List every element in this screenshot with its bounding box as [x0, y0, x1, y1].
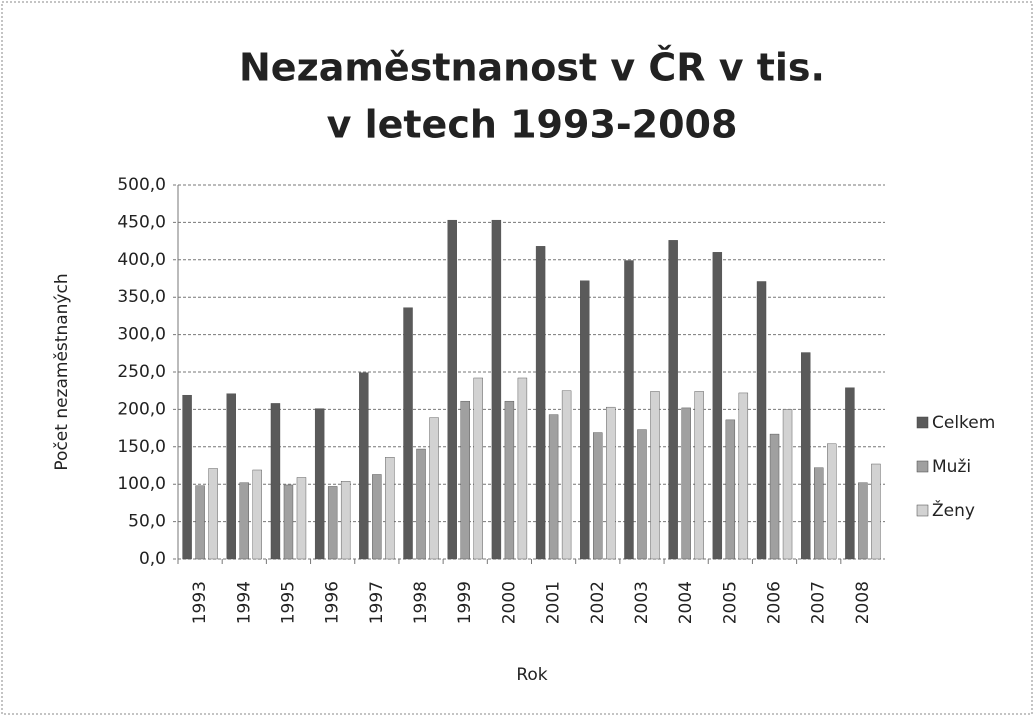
bar	[694, 391, 704, 560]
bar	[712, 252, 723, 560]
bar	[340, 481, 351, 560]
bar	[195, 485, 205, 560]
legend-swatch	[916, 504, 929, 517]
bar	[561, 390, 572, 560]
x-tick-label: 2006	[765, 581, 785, 624]
legend-swatch	[916, 416, 929, 429]
bar	[801, 352, 811, 560]
x-tick-label: 2007	[809, 581, 829, 624]
y-tick-label: 500,0	[117, 175, 166, 195]
bar	[782, 409, 793, 560]
x-tick-label: 2005	[720, 581, 740, 624]
y-axis-label: Počet nezaměstnaných	[52, 273, 72, 470]
bar	[725, 419, 736, 560]
x-tick-label: 2000	[499, 581, 519, 624]
y-tick-label: 200,0	[117, 399, 166, 419]
x-tick-label: 1998	[411, 581, 431, 624]
bar	[548, 414, 559, 560]
x-tick-label: 2002	[588, 581, 608, 624]
legend-label: Ženy	[932, 499, 975, 521]
x-tick-label: 1994	[234, 581, 254, 624]
bar	[517, 377, 528, 560]
bar	[858, 482, 868, 560]
x-tick-label: 2004	[676, 581, 696, 624]
y-tick-label: 50,0	[128, 512, 166, 532]
x-tick-label: 1995	[278, 581, 298, 624]
y-tick-label: 250,0	[117, 362, 166, 382]
legend-label: Celkem	[932, 413, 995, 433]
bar	[385, 457, 395, 560]
x-tick-label: 1997	[367, 581, 387, 624]
bar	[871, 463, 881, 560]
bar	[769, 433, 780, 560]
bar	[460, 400, 470, 560]
bar	[447, 219, 457, 560]
bar	[535, 246, 546, 560]
bar	[403, 307, 413, 560]
bar	[327, 486, 338, 560]
y-tick-label: 150,0	[117, 437, 166, 457]
x-tick-label: 1996	[323, 581, 343, 624]
bar	[359, 372, 369, 560]
y-tick-label: 450,0	[117, 212, 166, 232]
bar	[296, 477, 307, 560]
bar	[416, 448, 426, 560]
chart-title: v letech 1993-2008	[327, 103, 738, 147]
bar	[314, 408, 325, 560]
legend-swatch	[916, 460, 929, 473]
bar	[270, 403, 281, 560]
bar	[668, 240, 678, 560]
bar	[208, 468, 218, 560]
y-tick-label: 400,0	[117, 250, 166, 270]
bar	[606, 406, 616, 560]
bar	[239, 482, 249, 560]
y-tick-label: 350,0	[117, 287, 166, 307]
x-axis-label: Rok	[516, 665, 547, 685]
x-tick-label: 2001	[544, 581, 564, 624]
legend-label: Muži	[932, 457, 971, 477]
x-tick-label: 1999	[455, 581, 475, 624]
bar	[624, 260, 634, 560]
bar	[814, 467, 824, 560]
chart-title: Nezaměstnanost v ČR v tis.	[239, 46, 825, 90]
bar	[429, 417, 439, 560]
bar	[681, 407, 691, 560]
bar	[473, 377, 483, 560]
bar	[252, 469, 262, 560]
bar	[593, 432, 603, 560]
bar	[845, 387, 855, 560]
bar	[182, 394, 192, 560]
bar	[637, 429, 647, 560]
bar	[504, 400, 515, 560]
bar	[491, 219, 502, 560]
bar	[283, 484, 294, 560]
x-tick-label: 2003	[632, 581, 652, 624]
y-tick-label: 0,0	[139, 549, 166, 569]
y-tick-label: 100,0	[117, 474, 166, 494]
y-tick-label: 300,0	[117, 325, 166, 345]
bar	[827, 443, 837, 560]
bar	[756, 281, 767, 560]
bar	[580, 280, 590, 560]
bar	[650, 391, 660, 560]
bar	[738, 392, 749, 560]
bar	[226, 393, 236, 560]
x-tick-label: 2008	[853, 581, 873, 624]
bar	[372, 474, 382, 560]
x-tick-label: 1993	[190, 581, 210, 624]
